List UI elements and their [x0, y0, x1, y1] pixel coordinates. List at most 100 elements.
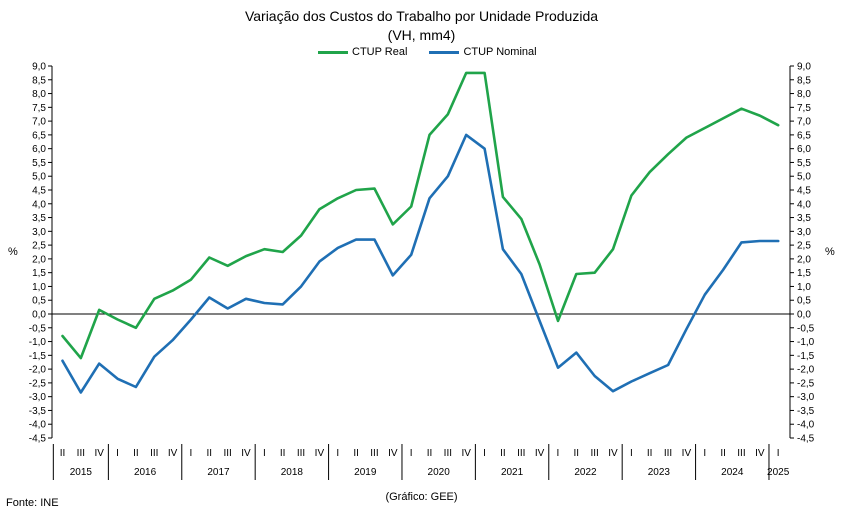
x-quarter-label: II: [647, 448, 653, 459]
left-y-tick-label: 8,5: [32, 75, 46, 86]
right-y-tick-label: -4,5: [797, 434, 815, 445]
x-year-label: 2018: [281, 467, 304, 478]
right-y-tick-label: -4,0: [797, 420, 815, 431]
right-y-tick-label: 8,5: [797, 75, 811, 86]
x-quarter-label: IV: [168, 448, 178, 459]
chart-subtitle: (VH, mm4): [387, 27, 456, 43]
left-y-tick-label: 0,5: [32, 296, 46, 307]
x-quarter-label: I: [263, 448, 266, 459]
right-y-tick-label: -1,5: [797, 351, 815, 362]
x-quarter-label: IV: [461, 448, 471, 459]
x-year-label: 2019: [354, 467, 377, 478]
x-quarter-label: II: [720, 448, 726, 459]
legend-item-nominal: CTUP Nominal: [429, 46, 537, 58]
right-y-tick-label: -2,5: [797, 378, 815, 389]
left-y-tick-label: 5,0: [32, 172, 46, 183]
right-y-tick-label: 3,0: [797, 227, 811, 238]
left-y-tick-label: 7,0: [32, 117, 46, 128]
left-y-tick-label: -2,5: [29, 378, 47, 389]
x-year-label: 2017: [207, 467, 230, 478]
x-quarter-label: I: [777, 448, 780, 459]
x-quarter-label: IV: [241, 448, 251, 459]
left-y-tick-label: 5,5: [32, 158, 46, 169]
right-y-tick-label: -2,0: [797, 365, 815, 376]
right-y-tick-label: 0,5: [797, 296, 811, 307]
left-y-tick-label: -1,0: [29, 337, 47, 348]
right-y-tick-label: 8,0: [797, 89, 811, 100]
x-quarter-label: II: [353, 448, 359, 459]
right-y-tick-label: -3,0: [797, 392, 815, 403]
x-quarter-label: I: [630, 448, 633, 459]
x-year-label: 2023: [648, 467, 671, 478]
x-quarter-label: II: [574, 448, 580, 459]
x-quarter-label: III: [150, 448, 158, 459]
series-line-ctup-nominal: [61, 133, 780, 394]
legend-swatch-nominal: [429, 50, 460, 54]
legend-label-real: CTUP Real: [352, 46, 408, 58]
left-y-tick-label: -4,0: [29, 420, 47, 431]
x-year-label: 2021: [501, 467, 524, 478]
right-y-tick-label: -3,5: [797, 406, 815, 417]
chart-legend: CTUP Real CTUP Nominal: [318, 46, 537, 58]
right-y-tick-label: 0,0: [797, 310, 811, 321]
x-quarter-label: II: [427, 448, 433, 459]
legend-item-real: CTUP Real: [318, 46, 407, 58]
left-y-tick-label: -4,5: [29, 434, 47, 445]
left-y-tick-label: 2,5: [32, 241, 46, 252]
left-y-tick-label: 1,5: [32, 268, 46, 279]
x-quarter-label: II: [207, 448, 213, 459]
x-quarter-label: IV: [535, 448, 545, 459]
right-y-tick-label: 9,0: [797, 62, 811, 73]
x-quarter-label: III: [517, 448, 525, 459]
right-y-tick-label: 6,0: [797, 144, 811, 155]
x-quarter-label: III: [737, 448, 745, 459]
x-quarter-label: II: [280, 448, 286, 459]
x-quarter-label: I: [190, 448, 193, 459]
source-note: Fonte: INE: [6, 497, 59, 509]
right-y-tick-label: 1,0: [797, 282, 811, 293]
series-line-ctup-real: [61, 71, 780, 360]
left-y-tick-label: 8,0: [32, 89, 46, 100]
left-y-tick-label: -2,0: [29, 365, 47, 376]
left-y-tick-label: 6,0: [32, 144, 46, 155]
x-quarter-label: II: [133, 448, 139, 459]
right-y-tick-label: 5,0: [797, 172, 811, 183]
x-quarter-label: I: [116, 448, 119, 459]
right-y-tick-label: 2,5: [797, 241, 811, 252]
right-y-tick-label: 1,5: [797, 268, 811, 279]
x-quarter-label: I: [557, 448, 560, 459]
x-quarter-label: III: [664, 448, 672, 459]
left-y-tick-label: 6,5: [32, 130, 46, 141]
right-y-tick-label: 7,5: [797, 103, 811, 114]
x-quarter-label: I: [483, 448, 486, 459]
legend-label-nominal: CTUP Nominal: [463, 46, 537, 58]
x-quarter-label: III: [370, 448, 378, 459]
legend-swatch-real: [318, 50, 348, 54]
right-y-tick-label: 5,5: [797, 158, 811, 169]
x-quarter-label: I: [410, 448, 413, 459]
right-y-tick-label: 2,0: [797, 254, 811, 265]
right-y-tick-label: -1,0: [797, 337, 815, 348]
left-y-tick-label: -1,5: [29, 351, 47, 362]
left-y-tick-label: 0,0: [32, 310, 46, 321]
left-y-tick-label: 1,0: [32, 282, 46, 293]
x-year-label: 2016: [134, 467, 157, 478]
left-y-tick-label: 3,0: [32, 227, 46, 238]
x-quarter-label: III: [297, 448, 305, 459]
x-quarter-label: III: [590, 448, 598, 459]
chart-title: Variação dos Custos do Trabalho por Unid…: [244, 8, 599, 24]
x-quarter-label: IV: [94, 448, 104, 459]
x-year-label: 2020: [428, 467, 451, 478]
right-y-tick-label: 6,5: [797, 130, 811, 141]
left-y-tick-label: -3,5: [29, 406, 47, 417]
right-y-tick-label: 3,5: [797, 213, 811, 224]
x-quarter-label: II: [500, 448, 506, 459]
right-y-tick-label: 7,0: [797, 117, 811, 128]
left-y-tick-label: 3,5: [32, 213, 46, 224]
right-y-tick-label: -0,5: [797, 323, 815, 334]
x-quarter-label: III: [77, 448, 85, 459]
left-y-tick-label: -0,5: [29, 323, 47, 334]
x-quarter-label: IV: [608, 448, 618, 459]
y-axis-unit-right: %: [825, 246, 835, 258]
x-quarter-label: III: [223, 448, 231, 459]
